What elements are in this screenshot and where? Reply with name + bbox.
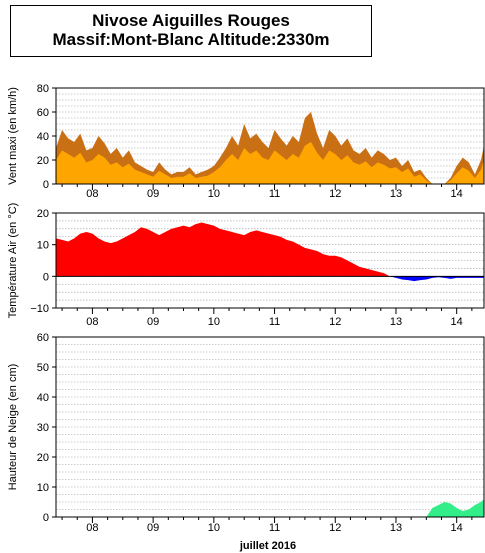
temperature-positive-area: [56, 222, 484, 277]
y-tick-label: 40: [37, 131, 49, 143]
x-tick-label: 09: [147, 522, 159, 534]
x-tick-label: 10: [208, 316, 220, 328]
panel-3: 0 10 20 30 40 50 60 08 09 10 11 12 13 14 Hauteur de Ne…: [7, 332, 485, 534]
x-tick-label: 12: [329, 188, 341, 200]
y-tick-label: 40: [37, 392, 49, 404]
chart-title-line1: Nivose Aiguilles Rouges: [92, 11, 290, 30]
x-axis-label: juillet 2016: [239, 540, 296, 552]
y-tick-label: 50: [37, 362, 49, 374]
y-tick-label: 0: [43, 271, 49, 283]
x-tick-label: 09: [147, 316, 159, 328]
x-tick-label: 08: [86, 522, 98, 534]
y-axis-label: Température Air (en °C): [7, 203, 19, 319]
y-tick-label: 30: [37, 422, 49, 434]
y-tick-label: 80: [37, 83, 49, 95]
y-tick-label: 0: [43, 512, 49, 524]
panel-1: 0 20 40 60 80 08 09 10 11 12 13 14 Vent maxi (en km/…: [7, 83, 485, 200]
x-tick-label: 08: [86, 316, 98, 328]
x-tick-label: 13: [390, 316, 402, 328]
y-axis-label: Vent maxi (en km/h): [7, 87, 19, 185]
x-tick-label: 08: [86, 188, 98, 200]
chart-title-line2: Massif:Mont-Blanc Altitude:2330m: [52, 30, 330, 49]
x-tick-label: 12: [329, 522, 341, 534]
x-tick-label: 11: [269, 188, 280, 200]
y-tick-label: 10: [37, 240, 49, 252]
y-tick-label: 0: [43, 179, 49, 191]
y-tick-label: 10: [37, 482, 49, 494]
x-tick-label: 14: [451, 522, 463, 534]
x-tick-label: 10: [208, 522, 220, 534]
y-tick-label: 20: [37, 208, 49, 220]
title-box: Nivose Aiguilles Rouges Massif:Mont-Blan…: [10, 5, 372, 57]
wind-mean-area: [56, 142, 484, 184]
x-tick-label: 11: [269, 522, 280, 534]
y-tick-label: 60: [37, 107, 49, 119]
x-tick-label: 11: [269, 316, 280, 328]
x-tick-label: 13: [390, 522, 402, 534]
y-axis-label: Hauteur de Neige (en cm): [7, 364, 19, 491]
x-tick-label: 12: [329, 316, 341, 328]
snow-depth-area: [56, 499, 484, 517]
x-tick-label: 14: [451, 316, 463, 328]
y-tick-label: −10: [30, 303, 49, 315]
y-tick-label: 20: [37, 155, 49, 167]
plot-frame: [55, 212, 485, 309]
x-tick-label: 14: [451, 188, 463, 200]
y-tick-label: 60: [37, 332, 49, 344]
y-tick-label: 20: [37, 452, 49, 464]
x-tick-label: 13: [390, 188, 402, 200]
x-tick-label: 09: [147, 188, 159, 200]
x-tick-label: 10: [208, 188, 220, 200]
panel-2: −10 0 10 20 08 09 10 11 12 13 14 Température Air (e…: [7, 203, 485, 328]
